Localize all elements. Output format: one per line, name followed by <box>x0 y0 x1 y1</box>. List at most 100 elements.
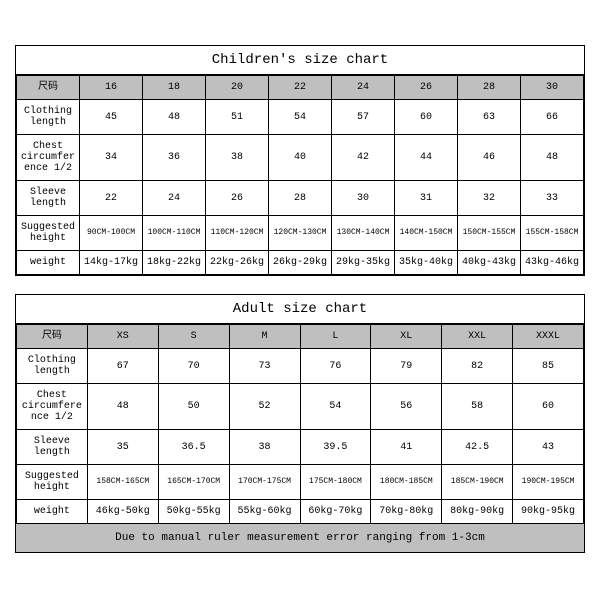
cell: 31 <box>395 181 458 216</box>
adult-header-row: 尺码XSSMLXLXXLXXXL <box>17 325 584 349</box>
size-header: 20 <box>206 76 269 100</box>
cell: 38 <box>206 135 269 181</box>
cell: 42 <box>332 135 395 181</box>
cell: 35kg-40kg <box>395 251 458 275</box>
cell: 175CM-180CM <box>300 465 371 500</box>
row-label: weight <box>17 500 88 524</box>
adult-body: Clothing length67707376798285Chest circu… <box>17 349 584 524</box>
table-row: weight46kg-50kg50kg-55kg55kg-60kg60kg-70… <box>17 500 584 524</box>
cell: 40 <box>269 135 332 181</box>
cell: 180CM-185CM <box>371 465 442 500</box>
cell: 85 <box>513 349 584 384</box>
size-header: L <box>300 325 371 349</box>
cell: 67 <box>87 349 158 384</box>
cell: 24 <box>143 181 206 216</box>
cell: 165CM-170CM <box>158 465 229 500</box>
table-row: Suggested height90CM-100CM100CM-110CM110… <box>17 216 584 251</box>
cell: 38 <box>229 430 300 465</box>
size-header: 22 <box>269 76 332 100</box>
cell: 130CM-140CM <box>332 216 395 251</box>
cell: 82 <box>442 349 513 384</box>
adult-title: Adult size chart <box>16 295 584 324</box>
cell: 54 <box>300 384 371 430</box>
table-row: Sleeve length3536.53839.54142.543 <box>17 430 584 465</box>
cell: 35 <box>87 430 158 465</box>
cell: 36 <box>143 135 206 181</box>
table-row: weight14kg-17kg18kg-22kg22kg-26kg26kg-29… <box>17 251 584 275</box>
table-row: Suggested height158CM-165CM165CM-170CM17… <box>17 465 584 500</box>
row-label: Chest circumference 1/2 <box>17 384 88 430</box>
row-label: weight <box>17 251 80 275</box>
cell: 30 <box>332 181 395 216</box>
row-label: Chest circumference 1/2 <box>17 135 80 181</box>
size-header: 24 <box>332 76 395 100</box>
cell: 57 <box>332 100 395 135</box>
cell: 60 <box>395 100 458 135</box>
size-header: XXXL <box>513 325 584 349</box>
cell: 52 <box>229 384 300 430</box>
cell: 29kg-35kg <box>332 251 395 275</box>
cell: 158CM-165CM <box>87 465 158 500</box>
cell: 28 <box>269 181 332 216</box>
cell: 80kg-90kg <box>442 500 513 524</box>
row-label: Clothing length <box>17 349 88 384</box>
cell: 60kg-70kg <box>300 500 371 524</box>
cell: 45 <box>80 100 143 135</box>
cell: 120CM-130CM <box>269 216 332 251</box>
table-row: Chest circumference 1/248505254565860 <box>17 384 584 430</box>
cell: 48 <box>87 384 158 430</box>
row-label: Sleeve length <box>17 430 88 465</box>
cell: 42.5 <box>442 430 513 465</box>
table-row: Clothing length4548515457606366 <box>17 100 584 135</box>
children-size-chart: Children's size chart 尺码1618202224262830… <box>15 45 585 276</box>
measurement-note: Due to manual ruler measurement error ra… <box>16 524 584 552</box>
cell: 51 <box>206 100 269 135</box>
cell: 43 <box>513 430 584 465</box>
cell: 55kg-60kg <box>229 500 300 524</box>
size-header: M <box>229 325 300 349</box>
row-label: Sleeve length <box>17 181 80 216</box>
cell: 40kg-43kg <box>458 251 521 275</box>
row-label: Clothing length <box>17 100 80 135</box>
header-label: 尺码 <box>17 325 88 349</box>
cell: 185CM-190CM <box>442 465 513 500</box>
cell: 48 <box>521 135 584 181</box>
cell: 66 <box>521 100 584 135</box>
size-header: 26 <box>395 76 458 100</box>
cell: 73 <box>229 349 300 384</box>
children-body: Clothing length4548515457606366Chest cir… <box>17 100 584 275</box>
cell: 50kg-55kg <box>158 500 229 524</box>
children-header-row: 尺码1618202224262830 <box>17 76 584 100</box>
cell: 100CM-110CM <box>143 216 206 251</box>
size-header: 16 <box>80 76 143 100</box>
cell: 170CM-175CM <box>229 465 300 500</box>
cell: 90kg-95kg <box>513 500 584 524</box>
cell: 70kg-80kg <box>371 500 442 524</box>
cell: 90CM-100CM <box>80 216 143 251</box>
cell: 56 <box>371 384 442 430</box>
cell: 43kg-46kg <box>521 251 584 275</box>
children-table: 尺码1618202224262830 Clothing length454851… <box>16 75 584 275</box>
cell: 50 <box>158 384 229 430</box>
cell: 26kg-29kg <box>269 251 332 275</box>
children-title: Children's size chart <box>16 46 584 75</box>
row-label: Suggested height <box>17 216 80 251</box>
cell: 41 <box>371 430 442 465</box>
cell: 22 <box>80 181 143 216</box>
cell: 140CM-150CM <box>395 216 458 251</box>
size-header: XXL <box>442 325 513 349</box>
cell: 39.5 <box>300 430 371 465</box>
cell: 54 <box>269 100 332 135</box>
cell: 48 <box>143 100 206 135</box>
cell: 22kg-26kg <box>206 251 269 275</box>
size-header: 30 <box>521 76 584 100</box>
cell: 44 <box>395 135 458 181</box>
adult-size-chart: Adult size chart 尺码XSSMLXLXXLXXXL Clothi… <box>15 294 585 553</box>
cell: 79 <box>371 349 442 384</box>
cell: 63 <box>458 100 521 135</box>
size-header: 18 <box>143 76 206 100</box>
cell: 36.5 <box>158 430 229 465</box>
size-header: XL <box>371 325 442 349</box>
cell: 190CM-195CM <box>513 465 584 500</box>
cell: 18kg-22kg <box>143 251 206 275</box>
